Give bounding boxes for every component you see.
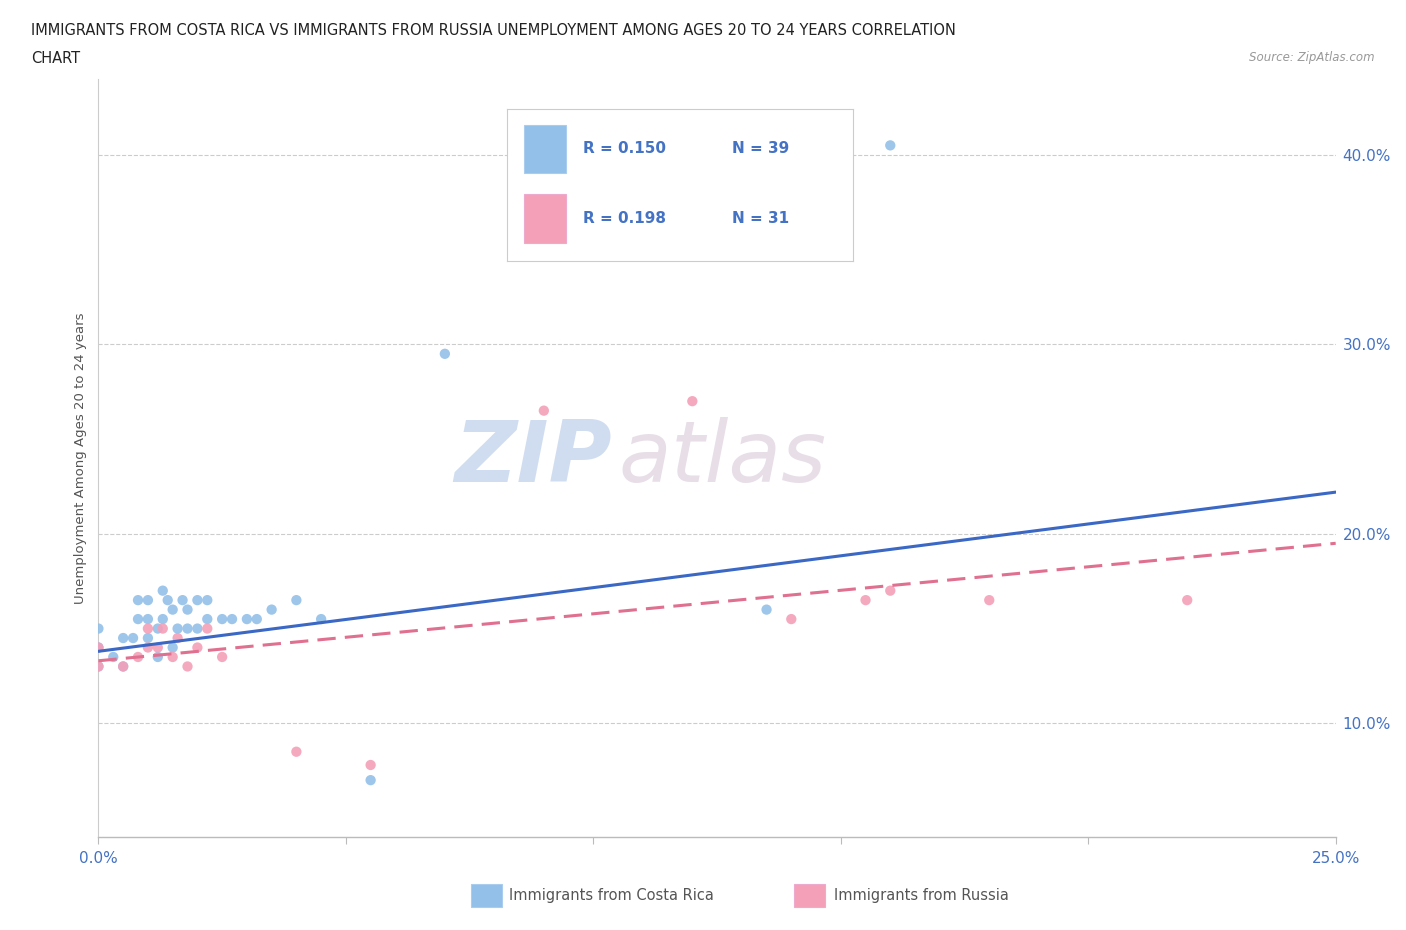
Point [103, 649, 125, 664]
Point [1175, 592, 1198, 607]
Point [136, 640, 159, 655]
Point [533, 404, 555, 418]
Point [195, 621, 218, 636]
Point [176, 603, 198, 618]
Point [162, 603, 184, 618]
Text: Immigrants from Russia: Immigrants from Russia [834, 887, 1008, 903]
Point [146, 640, 169, 655]
Point [186, 592, 208, 607]
Point [87, 659, 110, 674]
Point [360, 773, 382, 788]
Point [285, 744, 308, 759]
Point [186, 640, 208, 655]
Point [112, 631, 135, 645]
Point [186, 621, 208, 636]
Point [285, 592, 308, 607]
Point [136, 621, 159, 636]
Point [146, 621, 169, 636]
Point [979, 592, 1001, 607]
Text: ZIP: ZIP [454, 417, 612, 499]
Point [166, 631, 188, 645]
Point [780, 612, 803, 627]
Point [146, 649, 169, 664]
Point [166, 621, 188, 636]
Point [681, 393, 703, 408]
Point [127, 612, 149, 627]
Text: Immigrants from Costa Rica: Immigrants from Costa Rica [509, 887, 714, 903]
Point [152, 612, 174, 627]
Point [112, 659, 135, 674]
Point [87, 640, 110, 655]
Point [246, 612, 269, 627]
Point [127, 649, 149, 664]
Point [136, 612, 159, 627]
Text: IMMIGRANTS FROM COSTA RICA VS IMMIGRANTS FROM RUSSIA UNEMPLOYMENT AMONG AGES 20 : IMMIGRANTS FROM COSTA RICA VS IMMIGRANTS… [31, 23, 956, 38]
Point [127, 592, 149, 607]
Point [172, 592, 194, 607]
Point [195, 592, 218, 607]
Point [87, 621, 110, 636]
Text: atlas: atlas [619, 417, 827, 499]
Point [87, 640, 110, 655]
Point [176, 659, 198, 674]
Point [755, 603, 778, 618]
Point [122, 631, 145, 645]
Point [879, 138, 901, 153]
Text: CHART: CHART [31, 51, 80, 66]
Point [879, 583, 901, 598]
Point [87, 659, 110, 674]
Point [211, 612, 233, 627]
Point [221, 612, 243, 627]
Point [176, 621, 198, 636]
Point [236, 612, 259, 627]
Point [162, 649, 184, 664]
Point [360, 758, 382, 773]
Point [152, 621, 174, 636]
Point [433, 346, 456, 361]
Point [162, 640, 184, 655]
Point [136, 631, 159, 645]
Point [195, 612, 218, 627]
Point [855, 592, 877, 607]
Point [156, 592, 179, 607]
Point [309, 612, 332, 627]
Point [211, 649, 233, 664]
Text: Source: ZipAtlas.com: Source: ZipAtlas.com [1250, 51, 1375, 64]
Y-axis label: Unemployment Among Ages 20 to 24 years: Unemployment Among Ages 20 to 24 years [75, 312, 87, 604]
Point [136, 592, 159, 607]
Point [152, 583, 174, 598]
Point [112, 659, 135, 674]
Point [260, 603, 283, 618]
